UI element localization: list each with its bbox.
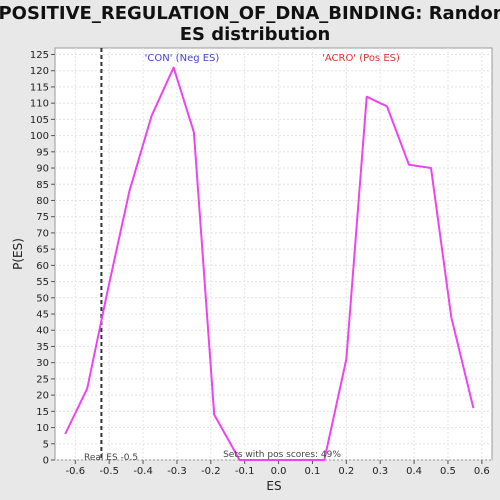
neg-es-label: 'CON' (Neg ES) (145, 53, 220, 64)
y-tick-label: 20 (36, 391, 49, 402)
chart-title-line-1: POSITIVE_REGULATION_OF_DNA_BINDING: Rand… (0, 3, 500, 24)
x-tick-label: 0.0 (271, 466, 287, 477)
x-tick-label: -0.5 (99, 466, 119, 477)
y-tick-label: 0 (43, 456, 49, 467)
y-tick-label: 85 (36, 180, 49, 191)
y-tick-label: 125 (30, 50, 49, 61)
x-tick-label: -0.4 (133, 466, 153, 477)
y-tick-label: 105 (30, 115, 49, 126)
y-tick-label: 100 (30, 131, 49, 142)
y-tick-label: 35 (36, 342, 49, 353)
y-tick-label: 90 (36, 164, 49, 175)
y-tick-label: 30 (36, 358, 49, 369)
x-tick-label: 0.6 (474, 466, 490, 477)
y-tick-label: 40 (36, 326, 49, 337)
x-tick-label: 0.4 (406, 466, 422, 477)
y-tick-label: 75 (36, 212, 49, 223)
x-tick-label: -0.1 (235, 466, 255, 477)
y-tick-label: 45 (36, 310, 49, 321)
x-tick-label: -0.3 (167, 466, 187, 477)
y-tick-label: 110 (30, 99, 49, 110)
plot-area (54, 47, 493, 461)
y-axis-ticks: 0 5 10 15 20 25 30 35 40 45 50 55 60 65 70 75 80 85 90 95 10… (30, 50, 55, 467)
y-tick-label: 10 (36, 423, 49, 434)
y-tick-label: 25 (36, 374, 49, 385)
y-tick-label: 80 (36, 196, 49, 207)
y-tick-label: 120 (30, 66, 49, 77)
es-distribution-line (64, 66, 475, 461)
real-es-label: Real ES -0.5 (84, 453, 138, 463)
y-tick-label: 70 (36, 228, 49, 239)
y-tick-label: 50 (36, 293, 49, 304)
y-tick-label: 115 (30, 82, 49, 93)
x-axis-label: ES (266, 479, 281, 493)
y-tick-label: 15 (36, 407, 49, 418)
y-tick-label: 55 (36, 277, 49, 288)
sets-pos-scores-note: Sets with pos scores: 49% (223, 450, 341, 460)
x-axis-ticks: -0.6 -0.5 -0.4 -0.3 -0.2 -0.1 0.0 0.1 0.2 0.3 0.4 0… (66, 460, 490, 477)
y-tick-label: 5 (43, 439, 49, 450)
x-tick-label: 0.3 (372, 466, 388, 477)
x-tick-label: 0.2 (338, 466, 354, 477)
x-tick-label: 0.5 (440, 466, 456, 477)
pos-es-label: 'ACRO' (Pos ES) (322, 53, 400, 64)
x-tick-label: -0.2 (201, 466, 221, 477)
y-tick-label: 60 (36, 261, 49, 272)
y-tick-label: 95 (36, 147, 49, 158)
x-tick-label: 0.1 (305, 466, 321, 477)
y-tick-label: 65 (36, 245, 49, 256)
chart-title-line-2: ES distribution (180, 24, 331, 45)
grid-lines (55, 48, 492, 461)
x-tick-label: -0.6 (66, 466, 86, 477)
y-axis-label: P(ES) (11, 238, 25, 270)
